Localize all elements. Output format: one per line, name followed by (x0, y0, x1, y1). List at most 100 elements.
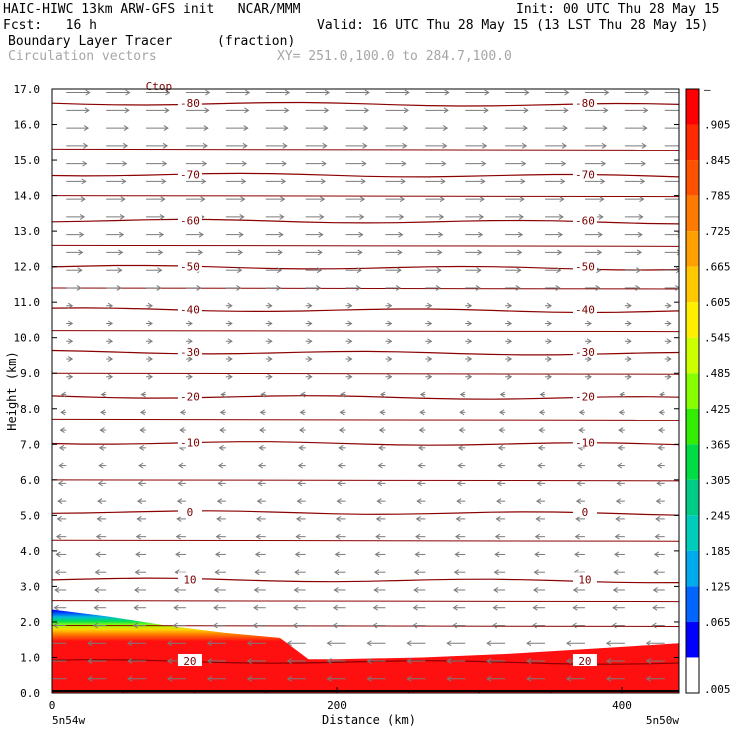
colorbar-label: .905 (704, 119, 731, 132)
vector-arrowhead (413, 569, 420, 576)
contour-label: -20 (575, 390, 595, 403)
vector-arrowhead (506, 302, 513, 309)
vector-arrowhead (506, 373, 513, 380)
vector-arrowhead (217, 480, 223, 487)
vector-arrowhead (499, 409, 505, 416)
contour-label-bg (177, 572, 202, 585)
contour-line (52, 330, 679, 333)
vector-arrowhead (132, 622, 138, 629)
vector-arrowhead (366, 640, 372, 647)
vector-arrowhead (127, 640, 133, 647)
vector-arrowhead (94, 587, 100, 593)
vector-arrowhead (645, 675, 652, 682)
vector-arrowhead (655, 515, 661, 522)
vector-arrowhead (379, 409, 385, 416)
vector-arrowhead (643, 107, 649, 114)
vector-arrowhead (213, 604, 219, 611)
colorbar-label: .245 (704, 509, 731, 522)
y-tick-label: 4.0 (20, 545, 40, 558)
y-axis: 0.0 1.0 2.0 3.0 4.0 5.0 6.0 7.0 8.0 9.0 10.0 11.0 12… (14, 83, 679, 700)
vector-arrowhead (652, 604, 658, 611)
vector-arrowhead (651, 622, 657, 629)
vector-arrowhead (246, 658, 253, 664)
y-tick-label: 17.0 (14, 83, 41, 96)
vector-arrowhead (446, 658, 452, 664)
colorbar-label: .065 (704, 616, 731, 629)
vector-arrowhead (93, 604, 99, 611)
vector-arrowhead (482, 142, 488, 149)
vector-arrowhead (599, 196, 605, 203)
vector-arrowhead (156, 285, 162, 291)
vector-arrowhead (414, 551, 420, 558)
vector-arrowhead (666, 320, 672, 327)
vector-arrowhead (517, 231, 524, 238)
vector-arrowhead (406, 658, 412, 664)
vector-arrowhead (355, 285, 362, 291)
vector-arrowhead (653, 569, 659, 576)
contour-label-bg (572, 504, 597, 517)
vector-arrowhead (442, 125, 449, 132)
vector-arrowhead (444, 89, 450, 96)
vector-arrowhead (451, 622, 458, 629)
vector-arrowhead (321, 160, 327, 167)
vector-arrowhead (681, 161, 685, 166)
vector-arrowhead (216, 515, 222, 522)
vector-arrowhead (258, 444, 264, 451)
vector-arrowhead (521, 142, 528, 149)
vector-arrowhead (416, 480, 423, 487)
vector-arrowhead (227, 338, 233, 345)
vector-arrowhead (522, 125, 528, 132)
vector-arrowhead (54, 587, 60, 593)
vector-arrowhead (95, 551, 101, 558)
vector-arrowhead (561, 160, 567, 167)
vector-arrowhead (398, 231, 404, 238)
vector-arrowhead (597, 231, 603, 238)
vector-arrowhead (456, 498, 462, 505)
vector-arrowhead (356, 267, 362, 274)
field-units: (fraction) (217, 34, 296, 49)
contour-label: -50 (180, 261, 200, 274)
vector-arrowhead (626, 302, 632, 309)
vector-arrowhead (637, 231, 643, 238)
colorbar-swatch (686, 337, 699, 374)
contour-label: 0 (582, 506, 589, 519)
y-tick-label: 1.0 (20, 651, 40, 664)
contour-label-bg (177, 302, 202, 315)
vector-arrowhead (415, 533, 421, 540)
contour-label: -50 (575, 261, 595, 274)
vector-arrowhead (626, 373, 632, 380)
colorbar-swatch (686, 89, 699, 125)
vector-arrowhead (165, 89, 171, 96)
vector-arrowhead (363, 125, 369, 132)
contour-label-bg (572, 654, 597, 667)
vector-arrowhead (520, 178, 526, 185)
vector-arrowhead (657, 444, 663, 451)
colorbar-swatch (686, 479, 699, 516)
vector-arrowhead (52, 622, 59, 629)
vector-arrowhead (560, 178, 566, 185)
vector-arrowhead (515, 285, 521, 291)
vector-arrowhead (636, 249, 643, 256)
vector-arrowhead (201, 160, 208, 167)
field-name: Boundary Layer Tracer (8, 34, 173, 49)
x-tick-label: 400 (612, 699, 632, 712)
vector-arrowhead (436, 267, 442, 274)
vector-arrowhead (636, 267, 642, 274)
vector-arrowhead (347, 373, 353, 380)
vector-arrowhead (227, 356, 233, 362)
vector-arrowhead (78, 249, 84, 256)
vector-arrowhead (466, 320, 473, 327)
vector-arrowhead (453, 587, 459, 593)
vector-arrowhead (362, 142, 368, 149)
vector-arrowhead (653, 551, 660, 558)
vector-arrowhead (298, 427, 305, 434)
colorbar: – .905 .845 .785 .725 .665 .605 .545 .485 .425 .36… (685, 83, 731, 696)
y-tick-label: 6.0 (20, 474, 40, 487)
vector-arrowhead (338, 427, 345, 434)
vector-arrowhead (493, 587, 499, 593)
vector-arrowhead (200, 196, 206, 203)
vector-arrowhead (55, 533, 62, 540)
contour-label-bg (177, 167, 202, 180)
contour-label: -80 (180, 97, 200, 110)
vector-arrowhead (175, 551, 181, 558)
